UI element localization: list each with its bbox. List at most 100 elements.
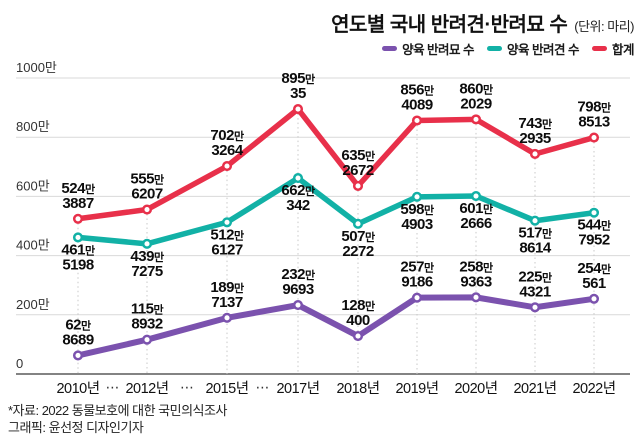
data-label-total: 3887 xyxy=(62,195,94,212)
data-label-total: 2672 xyxy=(342,162,374,179)
x-tick-label: 2021년 xyxy=(513,380,556,397)
data-label-dog: 6127 xyxy=(211,241,243,258)
data-label-total: 743만 xyxy=(518,115,552,132)
legend-chip-cat xyxy=(382,46,398,51)
data-label-dog: 601만 xyxy=(459,200,493,217)
data-point-cat xyxy=(72,350,84,361)
data-label-cat: 7137 xyxy=(211,294,243,311)
data-point-cat xyxy=(588,293,600,304)
data-point-total xyxy=(470,114,482,125)
header: 연도별 국내 반려견·반려묘 수 (단위: 마리) xyxy=(331,8,634,37)
data-label-cat: 8932 xyxy=(131,316,163,333)
data-point-dog xyxy=(411,191,423,202)
x-tick-label: 2019년 xyxy=(395,380,438,397)
data-label-cat: 257만 xyxy=(400,259,434,276)
data-label-dog: 4903 xyxy=(401,216,433,233)
data-label-total: 798만 xyxy=(577,99,611,116)
data-label-total: 4089 xyxy=(401,97,433,114)
data-label-cat: 9693 xyxy=(282,281,314,298)
data-label-dog: 7275 xyxy=(131,263,163,280)
data-label-cat: 62만 xyxy=(65,316,91,333)
data-label-total: 35 xyxy=(290,85,306,102)
data-point-cat xyxy=(292,299,304,311)
data-point-cat xyxy=(529,302,541,313)
data-label-dog: 517만 xyxy=(518,225,552,242)
x-tick-label: 2015년 xyxy=(205,380,248,397)
legend-item-cat: 양육 반려묘 수 xyxy=(382,39,475,58)
data-label-cat: 9186 xyxy=(401,274,433,291)
data-label-dog: 461만 xyxy=(61,241,95,258)
data-point-cat xyxy=(352,331,364,342)
data-label-dog: 8614 xyxy=(519,240,552,257)
data-label-total: 702만 xyxy=(210,127,244,144)
data-point-cat xyxy=(141,334,153,345)
data-label-dog: 544만 xyxy=(577,217,611,234)
x-tick-label: 2020년 xyxy=(454,380,497,397)
legend-label: 합계 xyxy=(611,43,635,57)
data-label-dog: 512만 xyxy=(210,226,244,243)
data-label-dog: 342 xyxy=(286,197,310,214)
data-point-cat xyxy=(470,292,482,303)
data-label-dog: 2272 xyxy=(342,243,374,260)
data-point-total xyxy=(292,104,304,115)
data-point-dog xyxy=(72,232,84,243)
data-label-dog: 507만 xyxy=(341,228,375,245)
unit-label: (단위: 마리) xyxy=(574,19,634,34)
legend-item-dog: 양육 반려견 수 xyxy=(487,39,579,58)
axis-break-separator: ⋯ xyxy=(256,379,270,395)
data-point-total xyxy=(529,148,541,160)
x-tick-label: 2010년 xyxy=(56,380,99,397)
chart-title: 연도별 국내 반려견·반려묘 수 xyxy=(331,14,568,36)
data-point-dog xyxy=(470,190,482,202)
data-label-cat: 128만 xyxy=(341,297,375,314)
data-label-total: 635만 xyxy=(341,147,375,164)
data-label-cat: 232만 xyxy=(281,266,315,283)
data-point-dog xyxy=(352,218,364,229)
data-label-dog: 598만 xyxy=(400,201,434,218)
y-tick-label: 600만 xyxy=(16,178,50,193)
legend-chip-total xyxy=(591,46,607,51)
y-tick-label: 1000만 xyxy=(16,60,57,75)
data-label-cat: 225만 xyxy=(518,268,552,285)
data-point-total xyxy=(588,132,600,143)
data-label-dog: 7952 xyxy=(578,232,610,249)
footer: *자료: 2022 동물보호에 대한 국민의식조사 그래픽: 윤선정 디자인기자 xyxy=(8,402,227,436)
y-tick-label: 400만 xyxy=(16,238,50,253)
data-label-cat: 189만 xyxy=(210,279,244,296)
data-label-cat: 561 xyxy=(582,275,606,292)
y-tick-label: 200만 xyxy=(16,297,50,312)
legend-label: 양육 반려묘 수 xyxy=(402,43,475,57)
data-label-total: 2029 xyxy=(460,95,492,112)
data-point-dog xyxy=(529,215,541,226)
data-label-cat: 254만 xyxy=(577,260,611,277)
x-tick-label: 2017년 xyxy=(276,380,319,397)
data-point-total xyxy=(221,161,233,172)
data-label-dog: 662만 xyxy=(281,182,315,199)
data-label-cat: 4321 xyxy=(519,283,551,300)
data-label-total: 895만 xyxy=(281,70,315,87)
data-label-total: 8513 xyxy=(578,114,610,131)
data-label-dog: 5198 xyxy=(62,256,94,273)
data-label-dog: 2666 xyxy=(460,215,492,232)
x-tick-label: 2018년 xyxy=(336,380,379,397)
data-label-cat: 258만 xyxy=(459,258,493,275)
x-tick-label: 2012년 xyxy=(125,380,168,397)
data-point-cat xyxy=(411,292,423,303)
data-point-cat xyxy=(221,312,233,323)
data-point-total xyxy=(352,180,364,192)
legend-item-total: 합계 xyxy=(591,39,635,58)
data-point-dog xyxy=(141,238,153,249)
data-point-dog xyxy=(588,207,600,218)
data-point-dog xyxy=(292,172,304,184)
data-label-cat: 9363 xyxy=(460,273,492,290)
data-label-total: 856만 xyxy=(400,82,434,99)
axis-break-separator: ⋯ xyxy=(180,379,194,395)
legend: 양육 반려묘 수 양육 반려견 수 합계 xyxy=(382,39,635,58)
source-note: *자료: 2022 동물보호에 대한 국민의식조사 xyxy=(8,403,227,418)
data-point-total xyxy=(411,115,423,126)
legend-label: 양육 반려견 수 xyxy=(507,43,579,57)
data-label-dog: 439만 xyxy=(130,248,164,265)
data-label-total: 2935 xyxy=(519,130,551,147)
credit-note: 그래픽: 윤선정 디자인기자 xyxy=(8,420,144,435)
